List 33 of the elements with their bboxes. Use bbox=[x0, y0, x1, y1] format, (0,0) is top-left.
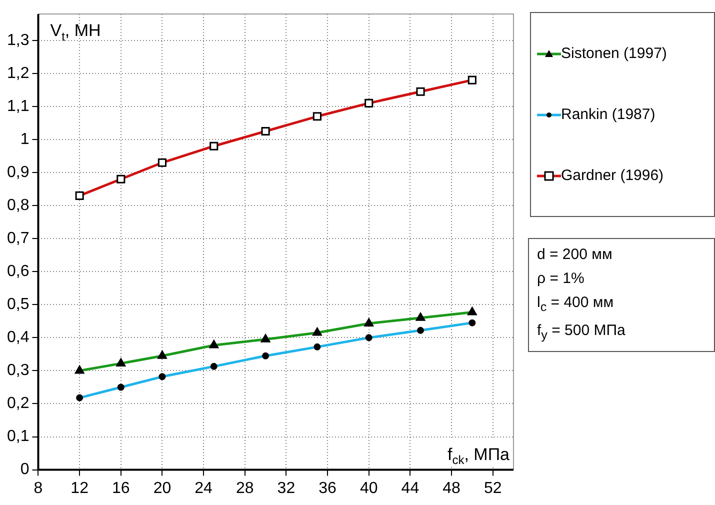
x-tick-label: 40 bbox=[360, 480, 378, 497]
x-tick-label: 12 bbox=[70, 480, 89, 497]
text: d = 200 мм bbox=[537, 245, 614, 265]
y-tick-label: 1,1 bbox=[6, 98, 30, 115]
y-tick-label: 0,8 bbox=[6, 196, 30, 214]
y-tick-label: 1,3 bbox=[6, 32, 30, 49]
y-tick-label: 0,9 bbox=[6, 164, 30, 181]
y-tick-label: 0,6 bbox=[6, 263, 30, 280]
legend-label: Gardner (1996) bbox=[561, 167, 664, 184]
x-tick-label: 16 bbox=[112, 480, 130, 497]
x-tick-label: 24 bbox=[194, 480, 213, 497]
legend-label: Rankin (1987) bbox=[561, 106, 656, 123]
text: f$_{y}$ = 500 МПа bbox=[537, 321, 626, 344]
y-tick-label: 0,7 bbox=[6, 230, 30, 248]
y-tick-label: 0,2 bbox=[6, 395, 30, 412]
y-tick-label: 0,5 bbox=[6, 296, 30, 314]
x-tick-label: 8 bbox=[34, 480, 43, 497]
y-tick-label: 0,3 bbox=[6, 362, 30, 380]
y-tick-label: 0,4 bbox=[6, 329, 30, 346]
x-tick-label: 52 bbox=[484, 480, 502, 497]
x-tick-label: 44 bbox=[401, 480, 420, 497]
x-tick-label: 32 bbox=[277, 480, 296, 497]
text: l$_{c}$ = 400 мм bbox=[537, 293, 615, 316]
y-tick-label: 1,2 bbox=[6, 64, 30, 82]
x-tick-label: 28 bbox=[236, 480, 254, 497]
y-tick-label: 0,1 bbox=[6, 428, 30, 446]
x-tick-label: 48 bbox=[442, 480, 461, 497]
text: ρ = 1% bbox=[537, 269, 586, 289]
legend-label: Sistonen (1997) bbox=[561, 45, 667, 62]
y-tick-label: 1 bbox=[20, 130, 30, 148]
y-tick-label: 0 bbox=[20, 461, 30, 478]
x-tick-label: 36 bbox=[318, 480, 337, 497]
x-tick-label: 20 bbox=[153, 480, 172, 497]
